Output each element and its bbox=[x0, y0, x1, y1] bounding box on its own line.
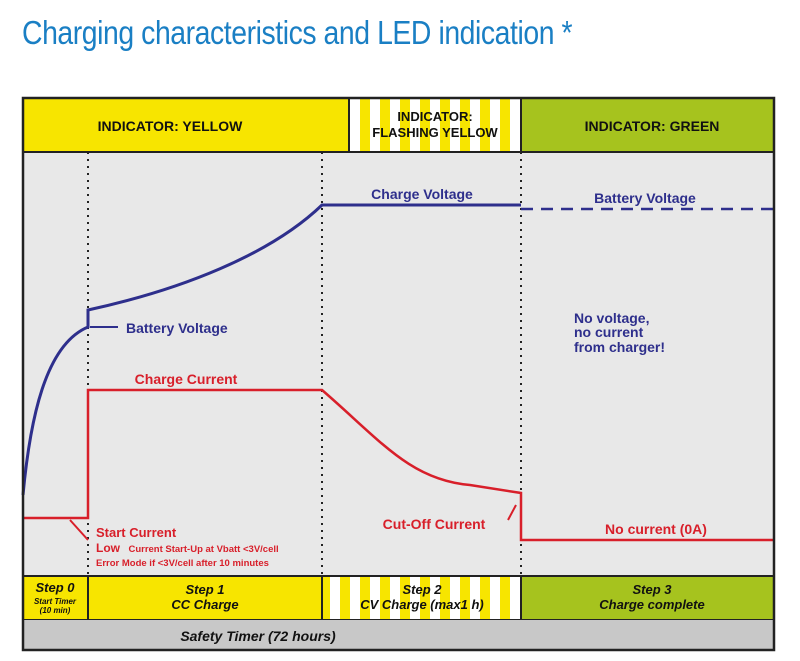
indicator-green-band bbox=[521, 98, 774, 152]
charge-current-curve bbox=[23, 388, 774, 542]
step2-title: Step 2 bbox=[402, 582, 442, 597]
safety-timer-band bbox=[23, 620, 521, 650]
error-mode-note: Error Mode if <3V/cell after 10 minutes bbox=[96, 558, 269, 569]
page-title: Charging characteristics and LED indicat… bbox=[22, 14, 573, 51]
step3-title: Step 3 bbox=[632, 582, 672, 597]
no-voltage-note: from charger! bbox=[574, 339, 665, 355]
cutoff-current-pointer bbox=[507, 504, 517, 521]
step1-title: Step 1 bbox=[185, 582, 224, 597]
indicator-green-label: INDICATOR: GREEN bbox=[585, 118, 720, 134]
post-timer-band bbox=[521, 620, 774, 650]
step1-sub: CC Charge bbox=[171, 597, 238, 612]
charge-current-label: Charge Current bbox=[135, 371, 238, 387]
step0-band bbox=[23, 576, 88, 620]
indicator-yellow-label: INDICATOR: YELLOW bbox=[98, 118, 243, 134]
battery-voltage-left-label: Battery Voltage bbox=[126, 320, 228, 336]
step1-band bbox=[88, 576, 322, 620]
low-start-note: Low Current Start-Up at Vbatt <3V/cell bbox=[96, 539, 279, 556]
diagram-frame bbox=[21, 96, 776, 652]
start-current-pointer bbox=[69, 519, 89, 541]
low-start-note-bold: Low bbox=[96, 541, 121, 555]
no-voltage-note: no current bbox=[574, 324, 644, 340]
no-current-label: No current (0A) bbox=[605, 521, 707, 537]
start-current-label: Start Current bbox=[96, 525, 177, 540]
plot-area bbox=[23, 152, 774, 576]
step2-sub: CV Charge (max1 h) bbox=[360, 597, 484, 612]
indicator-flashing-label: INDICATOR: bbox=[397, 109, 472, 124]
low-start-note-rest: Current Start-Up at Vbatt <3V/cell bbox=[128, 544, 278, 555]
step0-title: Step 0 bbox=[35, 580, 75, 595]
indicator-flashing-label: FLASHING YELLOW bbox=[372, 125, 498, 140]
step0-sub: (10 min) bbox=[40, 606, 71, 615]
step0-sub: Start Timer bbox=[34, 597, 77, 606]
step3-sub: Charge complete bbox=[599, 597, 704, 612]
step2-band bbox=[322, 576, 521, 620]
indicator-flashing-band bbox=[349, 98, 521, 152]
step3-band bbox=[521, 576, 774, 620]
no-voltage-note: No voltage, bbox=[574, 310, 649, 326]
cutoff-current-label: Cut-Off Current bbox=[383, 516, 486, 532]
safety-timer-label: Safety Timer (72 hours) bbox=[180, 628, 336, 644]
charge-voltage-label: Charge Voltage bbox=[371, 186, 473, 202]
battery-voltage-curve bbox=[21, 203, 521, 496]
indicator-yellow-band bbox=[23, 98, 349, 152]
battery-voltage-top-label: Battery Voltage bbox=[594, 190, 696, 206]
